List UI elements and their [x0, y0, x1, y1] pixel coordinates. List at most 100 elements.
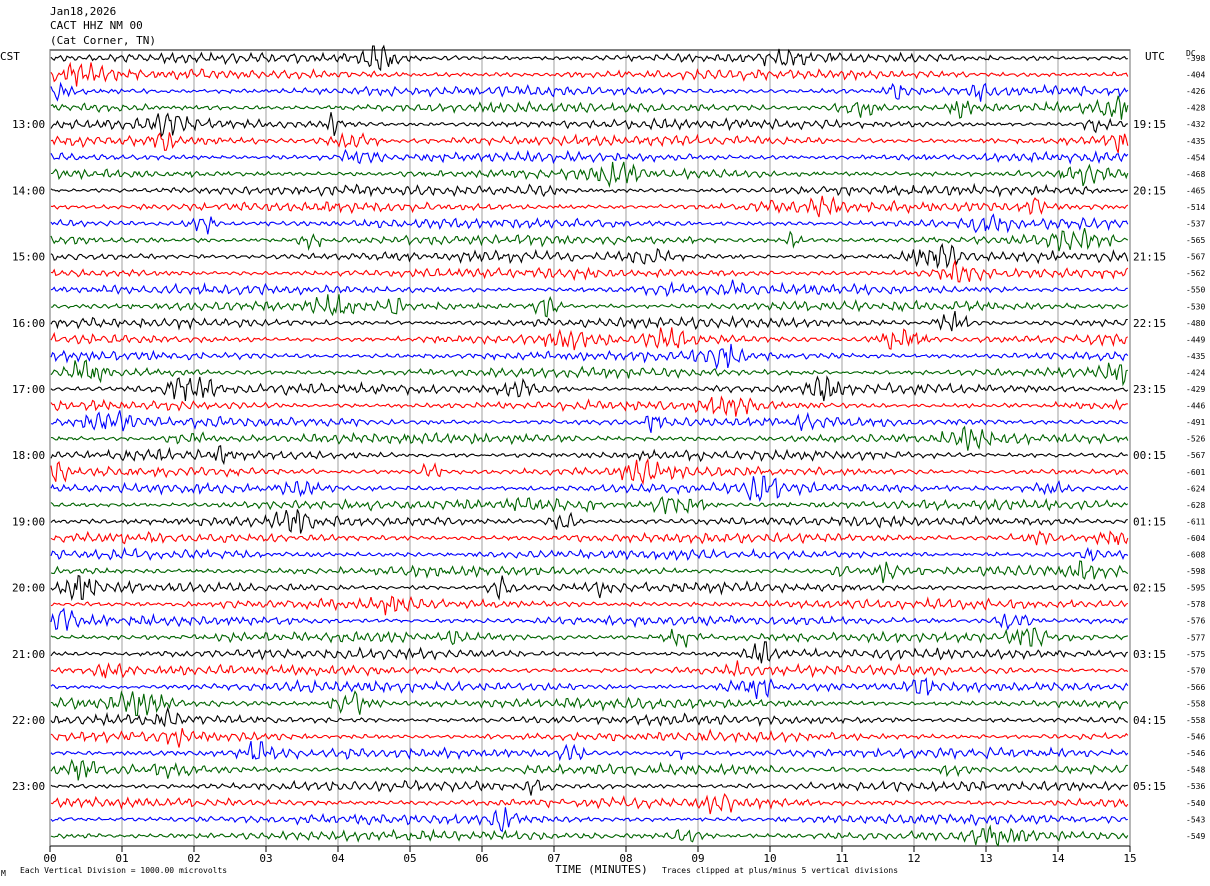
- utc-hour-label: 03:15: [1133, 648, 1166, 661]
- seismic-trace: [50, 213, 1129, 235]
- seismic-trace: [50, 546, 1129, 562]
- seismic-trace: [50, 410, 1129, 433]
- utc-hour-label: 02:15: [1133, 582, 1166, 595]
- plot-date: Jan18,2026: [50, 5, 117, 18]
- dc-offset-label: -601: [1186, 468, 1205, 477]
- seismic-traces: [50, 44, 1129, 847]
- seismic-trace: [50, 327, 1129, 351]
- seismic-trace: [50, 779, 1128, 796]
- dc-offset-label: -575: [1186, 650, 1205, 659]
- dc-offset-label: -576: [1186, 617, 1205, 626]
- x-tick-label: 10: [763, 852, 776, 865]
- clip-note: Traces clipped at plus/minus 5 vertical …: [662, 866, 899, 875]
- seismic-trace: [50, 343, 1129, 370]
- seismic-trace: [50, 627, 1128, 648]
- dc-offset-label: -540: [1186, 799, 1205, 808]
- seismic-trace: [50, 279, 1128, 298]
- dc-offset-label: -465: [1186, 186, 1205, 195]
- cst-hour-label: 23:00: [12, 780, 45, 793]
- seismic-trace: [50, 509, 1128, 534]
- dc-offset-label: -570: [1186, 666, 1205, 675]
- seismic-trace: [50, 81, 1129, 102]
- dc-offset-label: -514: [1186, 203, 1205, 212]
- dc-offset-label: -624: [1186, 484, 1205, 493]
- utc-hour-label: 00:15: [1133, 449, 1166, 462]
- cst-hour-label: 19:00: [12, 515, 45, 528]
- dc-offset-label: -567: [1186, 253, 1205, 262]
- seismic-trace: [50, 425, 1129, 451]
- time-gridlines: [49, 49, 1131, 852]
- dc-offset-label: -435: [1186, 352, 1205, 361]
- x-tick-label: 05: [403, 852, 416, 865]
- seismic-trace: [50, 375, 1129, 402]
- dc-offset-label: -480: [1186, 319, 1205, 328]
- seismic-trace: [50, 677, 1129, 700]
- dc-offset-label: -468: [1186, 170, 1205, 179]
- dc-offset-label: -558: [1186, 699, 1205, 708]
- seismic-trace: [50, 560, 1129, 584]
- dc-offset-label: -578: [1186, 600, 1205, 609]
- utc-hour-label: 19:15: [1133, 118, 1166, 131]
- cst-hour-label: 20:00: [12, 582, 45, 595]
- seismic-trace: [50, 310, 1128, 332]
- dc-offset-label: -598: [1186, 567, 1205, 576]
- x-tick-label: 11: [835, 852, 848, 865]
- cst-hour-label: 13:00: [12, 118, 45, 131]
- dc-offset-label: -628: [1186, 501, 1205, 510]
- dc-offset-label: -550: [1186, 286, 1205, 295]
- seismic-trace: [50, 690, 1129, 717]
- dc-offset-label: -604: [1186, 534, 1205, 543]
- seismic-trace: [50, 607, 1128, 631]
- seismic-trace: [50, 294, 1129, 318]
- dc-offset-label: -398: [1186, 54, 1205, 63]
- seismic-trace: [50, 595, 1129, 616]
- utc-hour-label: 21:15: [1133, 251, 1166, 264]
- dc-offset-label: -537: [1186, 220, 1205, 229]
- seismic-trace: [50, 258, 1129, 283]
- utc-hour-label: 05:15: [1133, 780, 1166, 793]
- seismic-trace: [50, 475, 1128, 503]
- seismic-trace: [50, 758, 1128, 781]
- seismic-trace: [50, 61, 1129, 87]
- logo-mark: M: [1, 869, 6, 878]
- dc-offset-label: -562: [1186, 269, 1205, 278]
- x-tick-label: 12: [907, 852, 920, 865]
- dc-offset-label: -558: [1186, 716, 1205, 725]
- x-tick-label: 13: [979, 852, 992, 865]
- dc-offset-header: DC: [1186, 49, 1196, 58]
- x-tick-label: 02: [187, 852, 200, 865]
- seismic-trace: [50, 95, 1129, 120]
- x-tick-label: 01: [115, 852, 128, 865]
- seismic-trace: [50, 395, 1128, 417]
- dc-offset-label: -454: [1186, 153, 1205, 162]
- dc-offset-label: -567: [1186, 451, 1205, 460]
- seismic-trace: [50, 530, 1129, 546]
- utc-hour-label: 23:15: [1133, 383, 1166, 396]
- x-tick-label: 04: [331, 852, 345, 865]
- x-tick-label: 09: [691, 852, 704, 865]
- seismic-trace: [50, 660, 1129, 679]
- dc-offset-label: -608: [1186, 551, 1205, 560]
- seismic-trace: [50, 807, 1128, 833]
- seismic-trace: [50, 740, 1129, 762]
- dc-offset-label: -546: [1186, 733, 1205, 742]
- seismic-trace: [50, 112, 1128, 138]
- x-tick-label: 08: [619, 852, 632, 865]
- seismic-trace: [50, 706, 1128, 728]
- dc-offset-label: -432: [1186, 120, 1205, 129]
- dc-offset-label: -449: [1186, 335, 1205, 344]
- dc-offset-label: -426: [1186, 87, 1205, 96]
- dc-offset-label: -549: [1186, 832, 1205, 841]
- x-axis-title: TIME (MINUTES): [555, 863, 648, 876]
- dc-offset-label: -611: [1186, 517, 1205, 526]
- dc-offset-label: -404: [1186, 71, 1205, 80]
- seismic-trace: [50, 496, 1129, 515]
- dc-offset-label: -435: [1186, 137, 1205, 146]
- dc-offset-label: -595: [1186, 584, 1205, 593]
- cst-hour-label: 17:00: [12, 383, 45, 396]
- scale-note: Each Vertical Division = 1000.00 microvo…: [20, 866, 228, 875]
- utc-hour-label: 22:15: [1133, 317, 1166, 330]
- cst-hour-label: 22:00: [12, 714, 45, 727]
- seismic-trace: [50, 445, 1129, 466]
